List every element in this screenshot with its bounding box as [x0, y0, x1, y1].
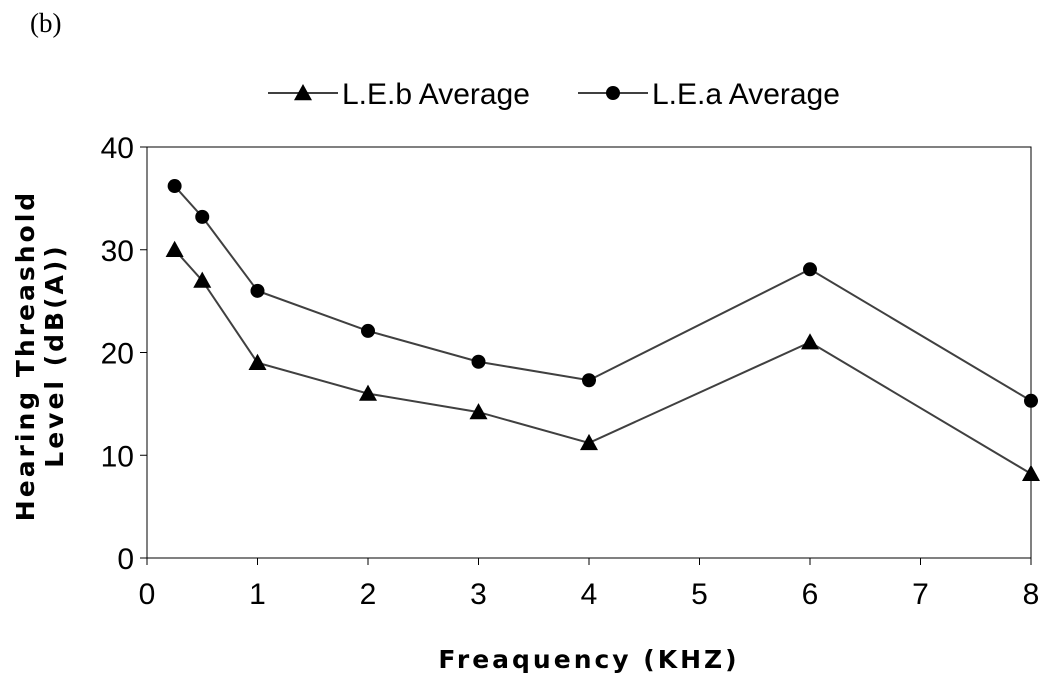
- y-axis-ticks: 0 10 20 30 40: [101, 132, 147, 576]
- legend-item: L.E.a Average: [578, 78, 840, 111]
- data-point-leb: [165, 240, 184, 257]
- plot-area-frame: [146, 146, 1032, 559]
- x-tick-label: 1: [249, 578, 266, 611]
- data-point-leb: [248, 353, 267, 370]
- y-tick-label: 20: [101, 338, 134, 371]
- y-axis-title-line: Level (dB(A)): [40, 243, 69, 467]
- x-tick-label: 5: [691, 578, 708, 611]
- data-point-leb: [580, 433, 598, 451]
- data-point-leb: [1022, 464, 1040, 481]
- data-point-lea: [582, 373, 596, 388]
- x-tick-label: 4: [581, 578, 598, 611]
- y-axis-title: Hearing Threashold Level (dB(A)): [11, 190, 69, 521]
- data-point-lea: [250, 283, 265, 298]
- data-point-leb: [193, 271, 212, 288]
- legend-marker: [294, 84, 312, 101]
- legend: L.E.b Average L.E.a Average: [268, 78, 840, 111]
- series-line-leb: [173, 249, 1032, 475]
- data-point-lea: [167, 179, 182, 194]
- legend-item: L.E.b Average: [268, 78, 530, 111]
- x-tick-label: 8: [1023, 578, 1040, 611]
- data-point-leb: [359, 384, 377, 401]
- x-axis-title: Freaquency (KHZ): [438, 645, 739, 674]
- series-markers: [165, 179, 1040, 481]
- series-lines: [173, 185, 1032, 475]
- data-point-lea: [361, 323, 375, 338]
- series-line-lea: [173, 185, 1032, 402]
- data-point-lea: [1024, 393, 1038, 408]
- legend-label: L.E.a Average: [652, 78, 840, 111]
- x-tick-label: 7: [912, 578, 929, 611]
- x-axis-ticks: 0 1 2 3 4 5 6 7 8: [139, 558, 1040, 611]
- data-point-lea: [195, 209, 210, 224]
- y-axis-title-line: Hearing Threashold: [11, 190, 40, 521]
- data-point-leb: [801, 333, 819, 350]
- data-point-lea: [471, 354, 486, 369]
- y-tick-label: 10: [101, 440, 134, 473]
- legend-marker: [606, 86, 620, 100]
- y-tick-label: 30: [101, 235, 134, 268]
- data-point-leb: [469, 403, 488, 420]
- y-tick-label: 40: [101, 132, 134, 165]
- x-tick-label: 2: [360, 578, 377, 611]
- y-tick-label: 0: [117, 543, 134, 576]
- x-tick-label: 0: [139, 578, 156, 611]
- legend-label: L.E.b Average: [342, 78, 530, 111]
- x-tick-label: 3: [470, 578, 487, 611]
- panel-label: (b): [30, 8, 62, 38]
- data-point-lea: [803, 262, 817, 277]
- x-tick-label: 6: [802, 578, 819, 611]
